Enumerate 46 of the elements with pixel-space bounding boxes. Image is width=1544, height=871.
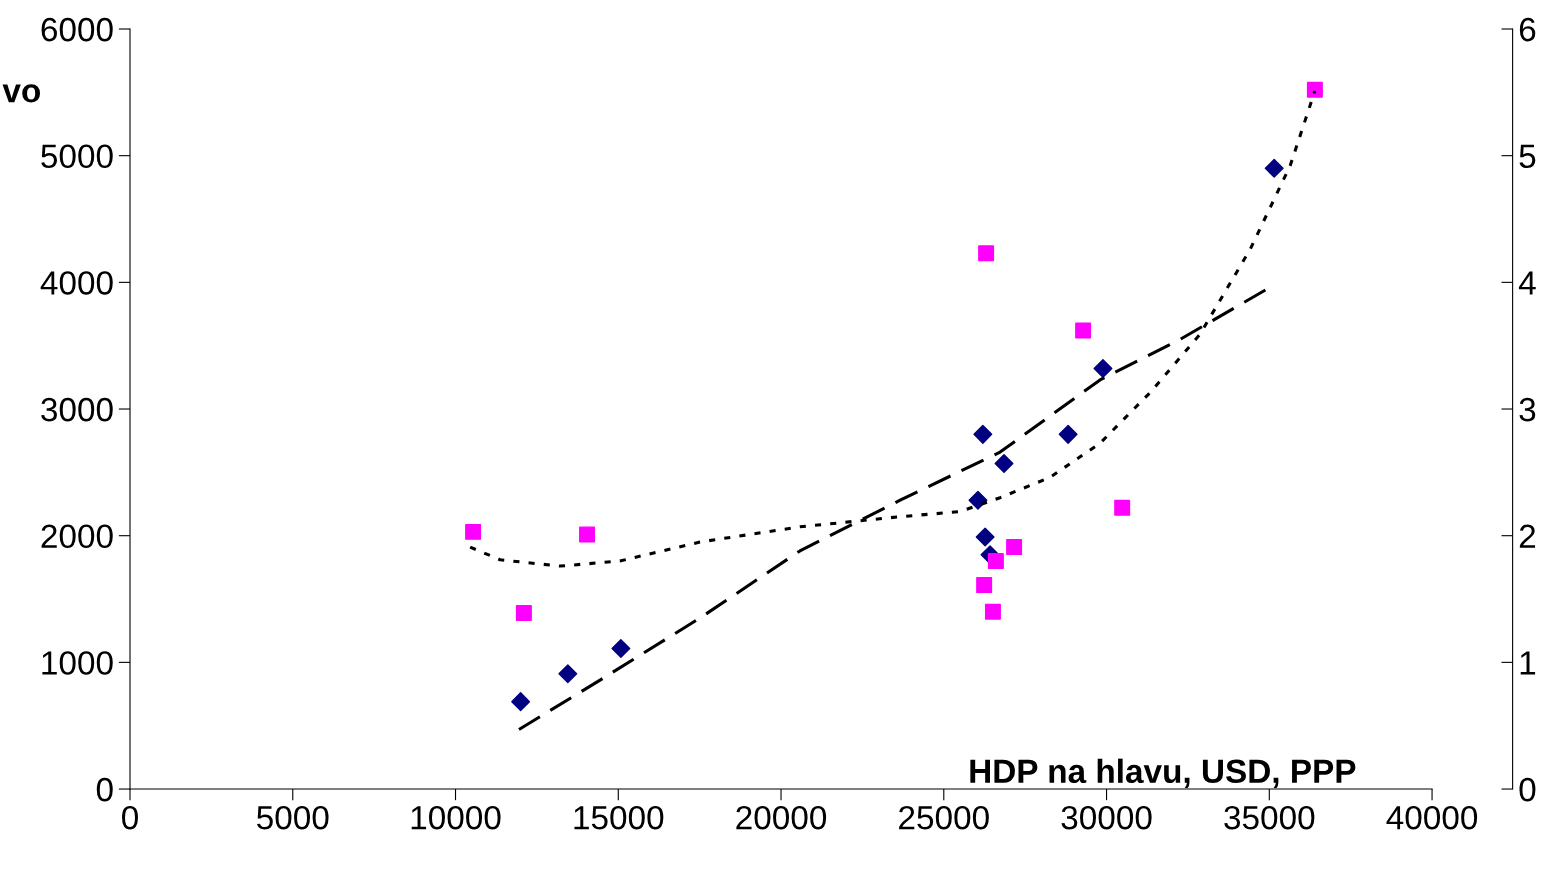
y-tick-label: 6000	[41, 17, 113, 42]
point	[1093, 359, 1113, 378]
point	[1306, 81, 1323, 98]
point	[1114, 499, 1131, 516]
y-tick-label: 3000	[41, 397, 113, 422]
point	[558, 664, 578, 684]
point	[984, 603, 1001, 620]
point	[511, 692, 531, 712]
y2-tick-label: 1	[1520, 651, 1536, 675]
x-tick-label: 10000	[411, 805, 501, 830]
y-axis-title: vo	[2, 84, 40, 103]
y2-tick-label: 4	[1518, 271, 1536, 295]
y-tick-label: 0	[96, 777, 113, 802]
point	[978, 245, 995, 262]
point	[973, 424, 993, 444]
x-tick-label: 20000	[736, 805, 827, 830]
y-tick-label: 1000	[42, 651, 113, 675]
x-axis-title: HDP na hlavu, USD, PPP	[970, 758, 1356, 788]
point	[1006, 539, 1023, 556]
point	[611, 638, 631, 658]
x-tick-label: 5000	[257, 805, 329, 830]
y-tick-label: 4000	[40, 271, 113, 295]
point	[976, 577, 993, 594]
point	[968, 490, 988, 510]
x-tick-label: 35000	[1224, 805, 1315, 830]
y2-tick-label: 3	[1519, 397, 1536, 422]
point	[1075, 322, 1092, 339]
point	[465, 523, 482, 540]
point	[994, 454, 1014, 473]
y-tick-label: 2000	[41, 524, 113, 549]
x-tick-label: 40000	[1386, 805, 1478, 830]
y2-tick-label: 5	[1519, 144, 1536, 169]
y2-tick-label: 0	[1519, 777, 1536, 802]
x-tick-label: 25000	[899, 805, 989, 830]
y2-tick-label: 6	[1519, 17, 1536, 42]
x-tick-label: 30000	[1061, 805, 1152, 830]
y2-tick-label: 2	[1519, 524, 1536, 548]
point	[1264, 158, 1284, 178]
point	[975, 527, 995, 547]
x-tick-label: 15000	[574, 805, 664, 830]
point	[579, 526, 596, 543]
point	[987, 553, 1004, 570]
point	[1058, 424, 1078, 444]
y-tick-label: 5000	[41, 144, 113, 169]
x-tick-label: 0	[122, 805, 138, 830]
point	[515, 604, 532, 621]
